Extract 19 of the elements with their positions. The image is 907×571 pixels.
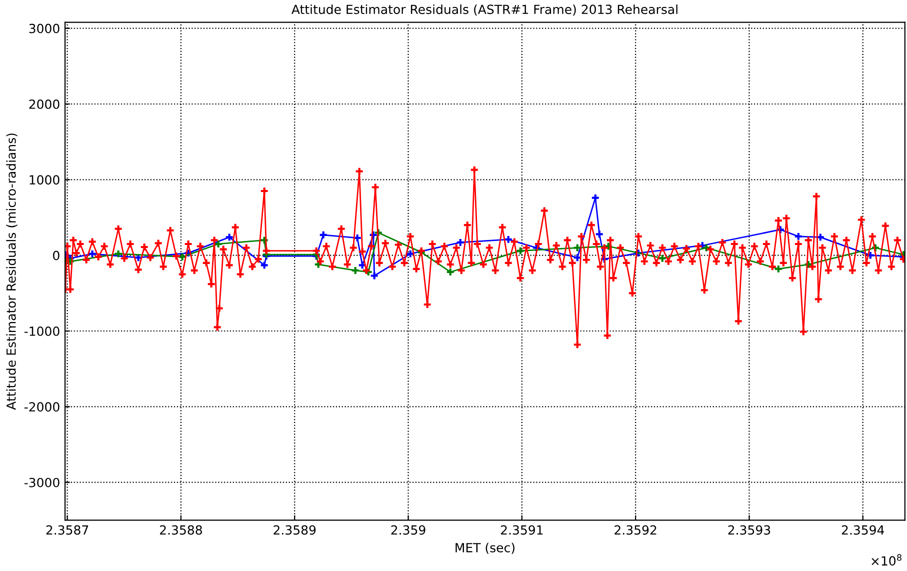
- x-tick-label: 2.3589: [274, 525, 316, 535]
- x-tick-label: 2.3587: [46, 525, 88, 535]
- y-tick-label: 0: [53, 250, 60, 260]
- x-tick-label: 2.3594: [842, 525, 884, 535]
- y-axis-title: Attitude Estimator Residuals (micro-radians): [6, 134, 18, 410]
- y-tick-label: 3000: [29, 24, 60, 34]
- x-tick-label: 2.359: [391, 525, 426, 535]
- x-tick-label: 2.3591: [500, 525, 543, 535]
- chart-title: Attitude Estimator Residuals (ASTR#1 Frame) 2013 Rehearsal: [292, 4, 678, 16]
- y-tick-label: 1000: [30, 175, 60, 185]
- y-tick-label: -2000: [24, 402, 60, 412]
- y-tick-label: -3000: [24, 478, 60, 488]
- x-axis-title: MET (sec): [456, 542, 514, 554]
- x-tick-label: 2.3588: [160, 525, 202, 535]
- text: ×10$^{8}$: [872, 554, 902, 566]
- y-tick-label: 2000: [29, 99, 60, 109]
- x-tick-label: 2.3593: [728, 525, 770, 535]
- x-tick-label: 2.3592: [614, 525, 656, 535]
- y-tick-label: -1000: [24, 326, 60, 336]
